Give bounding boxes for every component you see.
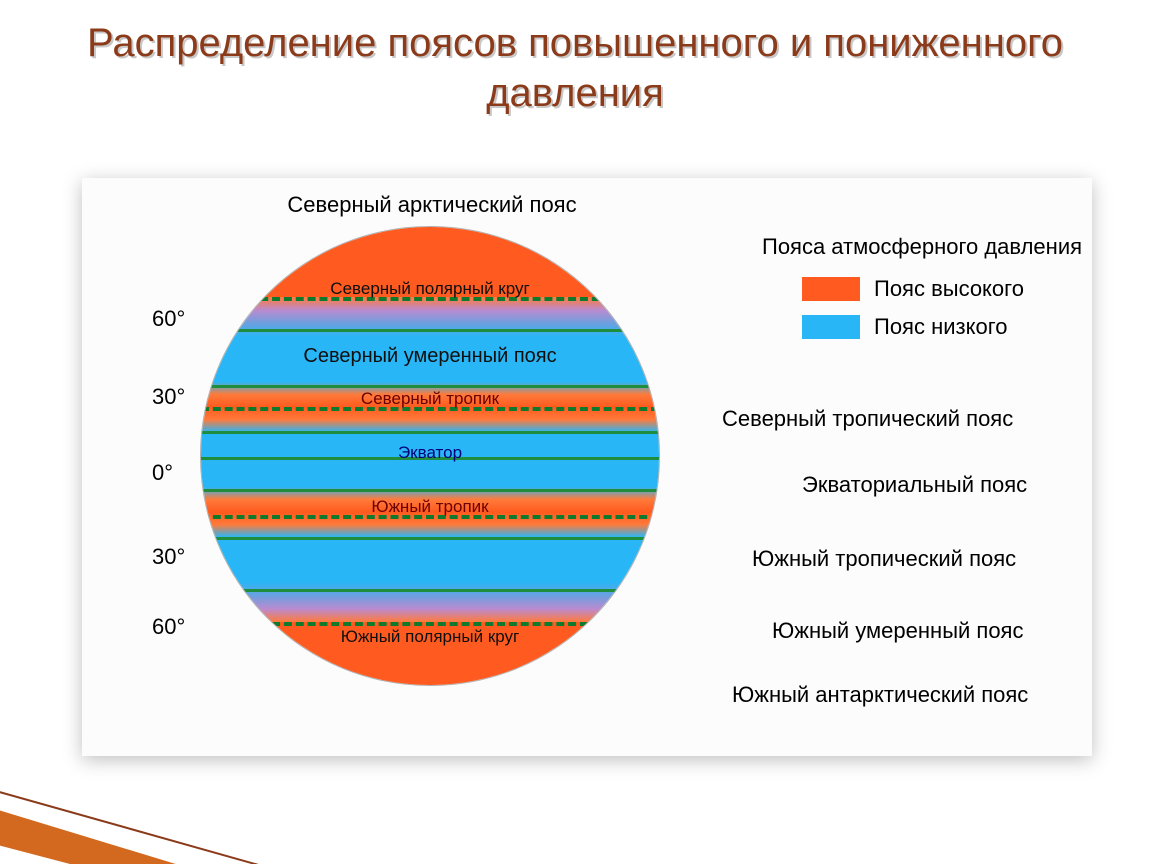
legend-swatch xyxy=(802,277,860,301)
title-main: Распределение поясов повышенного и пониж… xyxy=(40,18,1110,118)
legend-label: Пояс высокого xyxy=(874,276,1024,302)
corner-decor xyxy=(0,694,400,864)
diagram-panel: Северный арктический пояс Северный поляр… xyxy=(82,178,1092,756)
pressure-band xyxy=(201,582,659,622)
latitude-line xyxy=(201,622,659,626)
belt-label: Южный умеренный пояс xyxy=(772,618,1023,644)
belt-label: Южный тропический пояс xyxy=(752,546,1016,572)
slide: Распределение поясов повышенного и пониж… xyxy=(0,0,1150,864)
latitude-tick: 0° xyxy=(152,460,173,486)
globe-top-label: Северный арктический пояс xyxy=(262,192,602,218)
slide-title: Распределение поясов повышенного и пониж… xyxy=(40,18,1110,118)
pressure-band xyxy=(201,537,659,582)
legend-item: Пояс высокого xyxy=(802,276,1082,302)
band-label: Экватор xyxy=(201,443,659,463)
latitude-tick: 60° xyxy=(152,614,185,640)
latitude-line xyxy=(201,385,659,388)
latitude-line xyxy=(201,329,659,332)
band-label: Южный тропик xyxy=(201,497,659,517)
belt-label: Экваториальный пояс xyxy=(802,472,1027,498)
globe-wrap: Северный полярный круг Северный умеренный… xyxy=(200,226,660,686)
legend-item: Пояс низкого xyxy=(802,314,1082,340)
legend-title: Пояса атмосферного давления xyxy=(762,234,1082,260)
latitude-line xyxy=(201,431,659,434)
latitude-line xyxy=(201,489,659,492)
latitude-tick: 60° xyxy=(152,306,185,332)
band-label: Южный полярный круг xyxy=(201,627,659,647)
belt-label: Южный антарктический пояс xyxy=(732,682,1028,708)
band-label: Северный умеренный пояс xyxy=(201,345,659,368)
latitude-tick: 30° xyxy=(152,544,185,570)
latitude-line xyxy=(201,589,659,592)
legend: Пояса атмосферного давления Пояс высоког… xyxy=(762,234,1082,352)
belt-label: Северный тропический пояс xyxy=(722,406,1013,432)
band-label: Северный полярный круг xyxy=(201,279,659,299)
band-label: Северный тропик xyxy=(201,389,659,409)
globe: Северный полярный круг Северный умеренный… xyxy=(200,226,660,686)
legend-label: Пояс низкого xyxy=(874,314,1007,340)
latitude-line xyxy=(201,537,659,540)
legend-swatch xyxy=(802,315,860,339)
latitude-tick: 30° xyxy=(152,384,185,410)
